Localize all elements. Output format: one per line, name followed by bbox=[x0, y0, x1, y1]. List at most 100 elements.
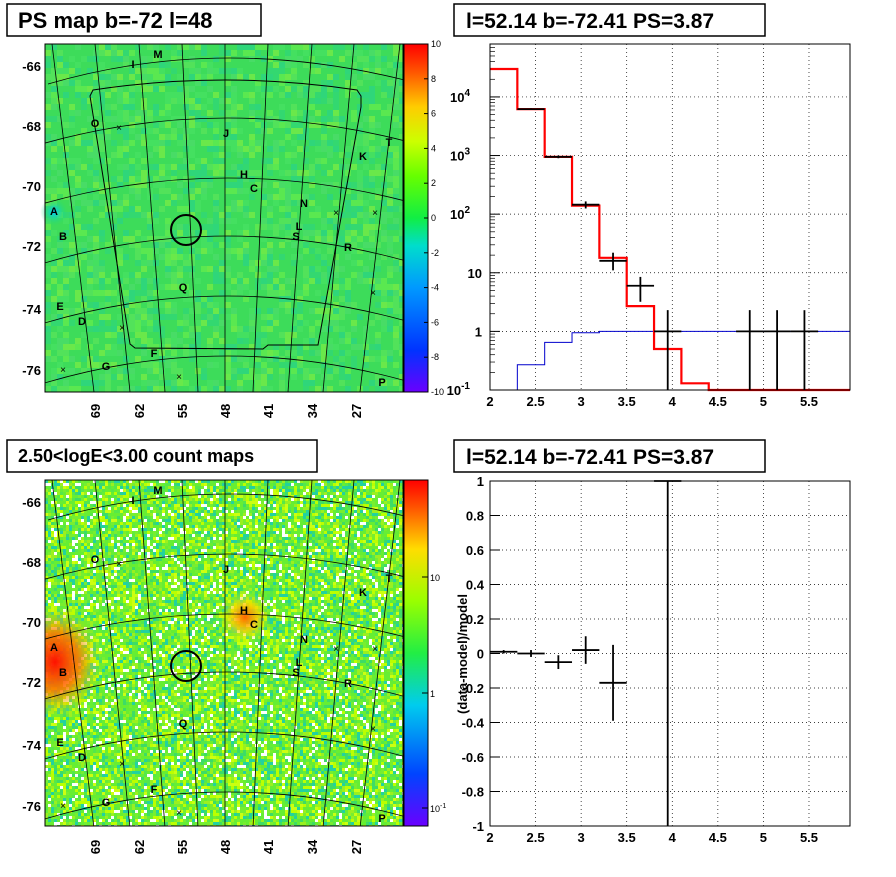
count-map-pixel bbox=[312, 513, 315, 516]
count-map-pixel bbox=[231, 495, 234, 498]
count-map-pixel bbox=[204, 495, 207, 498]
ps-map-pixel bbox=[285, 152, 291, 158]
count-map-pixel bbox=[84, 522, 87, 525]
count-map-pixel bbox=[354, 528, 357, 531]
source-cross-marker: × bbox=[119, 323, 125, 334]
ps-map-pixel bbox=[183, 308, 189, 314]
ps-map-pixel bbox=[123, 230, 129, 236]
ps-map-pixel bbox=[75, 92, 81, 98]
count-map-pixel bbox=[315, 522, 318, 525]
count-map-pixel bbox=[138, 522, 141, 525]
ps-map-pixel bbox=[303, 50, 309, 56]
count-map-pixel bbox=[225, 492, 228, 495]
count-map-pixel bbox=[150, 561, 153, 564]
ps-map-pixel bbox=[93, 380, 99, 386]
count-map-pixel bbox=[174, 498, 177, 501]
count-map-pixel bbox=[126, 543, 129, 546]
ps-map-pixel bbox=[273, 116, 279, 122]
count-map-pixel bbox=[348, 507, 351, 510]
count-map-pixel bbox=[135, 513, 138, 516]
count-map-pixel bbox=[357, 555, 360, 558]
ps-map-pixel bbox=[147, 326, 153, 332]
ps-map-pixel bbox=[369, 104, 375, 110]
count-map-pixel bbox=[111, 522, 114, 525]
ps-map-pixel bbox=[171, 350, 177, 356]
ps-map-pixel bbox=[231, 128, 237, 134]
count-map-pixel bbox=[249, 522, 252, 525]
count-map-pixel bbox=[366, 555, 369, 558]
count-map-pixel bbox=[363, 528, 366, 531]
count-map-pixel bbox=[291, 486, 294, 489]
count-map-pixel bbox=[237, 522, 240, 525]
count-map-pixel bbox=[66, 507, 69, 510]
ps-map-pixel bbox=[333, 110, 339, 116]
ps-map-pixel bbox=[87, 170, 93, 176]
ps-map-pixel bbox=[243, 356, 249, 362]
ps-map-pixel bbox=[147, 314, 153, 320]
count-map-pixel bbox=[135, 540, 138, 543]
count-map-pixel bbox=[66, 537, 69, 540]
ps-map-pixel bbox=[51, 188, 57, 194]
count-map-pixel bbox=[186, 507, 189, 510]
count-map-pixel bbox=[75, 495, 78, 498]
count-map-pixel bbox=[189, 534, 192, 537]
count-map-pixel bbox=[108, 519, 111, 522]
ps-map-pixel bbox=[225, 314, 231, 320]
ps-map-pixel bbox=[147, 302, 153, 308]
ps-map-pixel bbox=[213, 68, 219, 74]
ps-map-pixel bbox=[63, 284, 69, 290]
ps-map-pixel bbox=[75, 140, 81, 146]
count-map-pixel bbox=[345, 516, 348, 519]
colorbar-tick-label: 4 bbox=[431, 143, 436, 153]
count-map-pixel bbox=[126, 531, 129, 534]
count-map-pixel bbox=[300, 534, 303, 537]
count-map-pixel bbox=[339, 513, 342, 516]
count-map-pixel bbox=[339, 510, 342, 513]
count-map-pixel bbox=[327, 549, 330, 552]
count-map-pixel bbox=[78, 531, 81, 534]
count-map-pixel bbox=[270, 510, 273, 513]
count-map-pixel bbox=[267, 540, 270, 543]
ps-map-pixel bbox=[111, 56, 117, 62]
count-map-pixel bbox=[288, 489, 291, 492]
count-map-pixel bbox=[84, 528, 87, 531]
source-cross-marker: × bbox=[372, 208, 378, 219]
count-map-pixel bbox=[288, 528, 291, 531]
count-map-pixel bbox=[219, 528, 222, 531]
count-map-pixel bbox=[381, 492, 384, 495]
count-map-pixel bbox=[60, 510, 63, 513]
ps-map-pixel bbox=[99, 260, 105, 266]
count-map-pixel bbox=[249, 537, 252, 540]
count-map-pixel bbox=[129, 525, 132, 528]
count-map-pixel bbox=[273, 513, 276, 516]
count-map-pixel bbox=[183, 498, 186, 501]
ps-map-pixel bbox=[207, 386, 213, 392]
count-map-pixel bbox=[327, 555, 330, 558]
count-map-pixel bbox=[198, 507, 201, 510]
count-map-pixel bbox=[354, 546, 357, 549]
count-map-pixel bbox=[75, 516, 78, 519]
ps-map-pixel bbox=[153, 182, 159, 188]
ps-map-pixel bbox=[285, 134, 291, 140]
count-map-pixel bbox=[375, 504, 378, 507]
ps-map-pixel bbox=[117, 92, 123, 98]
ps-map-pixel bbox=[135, 194, 141, 200]
count-map-pixel bbox=[102, 528, 105, 531]
count-map-pixel bbox=[333, 531, 336, 534]
ps-map-pixel bbox=[75, 164, 81, 170]
count-map-pixel bbox=[315, 519, 318, 522]
ps-map-pixel bbox=[339, 314, 345, 320]
count-map-pixel bbox=[264, 549, 267, 552]
ps-map-pixel bbox=[141, 380, 147, 386]
ps-map-pixel bbox=[111, 326, 117, 332]
count-map-pixel bbox=[276, 498, 279, 501]
ps-map-pixel bbox=[393, 104, 399, 110]
count-map-pixel bbox=[57, 501, 60, 504]
ps-map-pixel bbox=[243, 230, 249, 236]
count-map-pixel bbox=[135, 561, 138, 564]
spectrum-x-tick-label: 2.5 bbox=[527, 394, 545, 409]
ps-map-pixel bbox=[285, 338, 291, 344]
ps-map-pixel bbox=[69, 248, 75, 254]
count-map-pixel bbox=[285, 498, 288, 501]
map-y-tick-label: -76 bbox=[22, 363, 41, 378]
